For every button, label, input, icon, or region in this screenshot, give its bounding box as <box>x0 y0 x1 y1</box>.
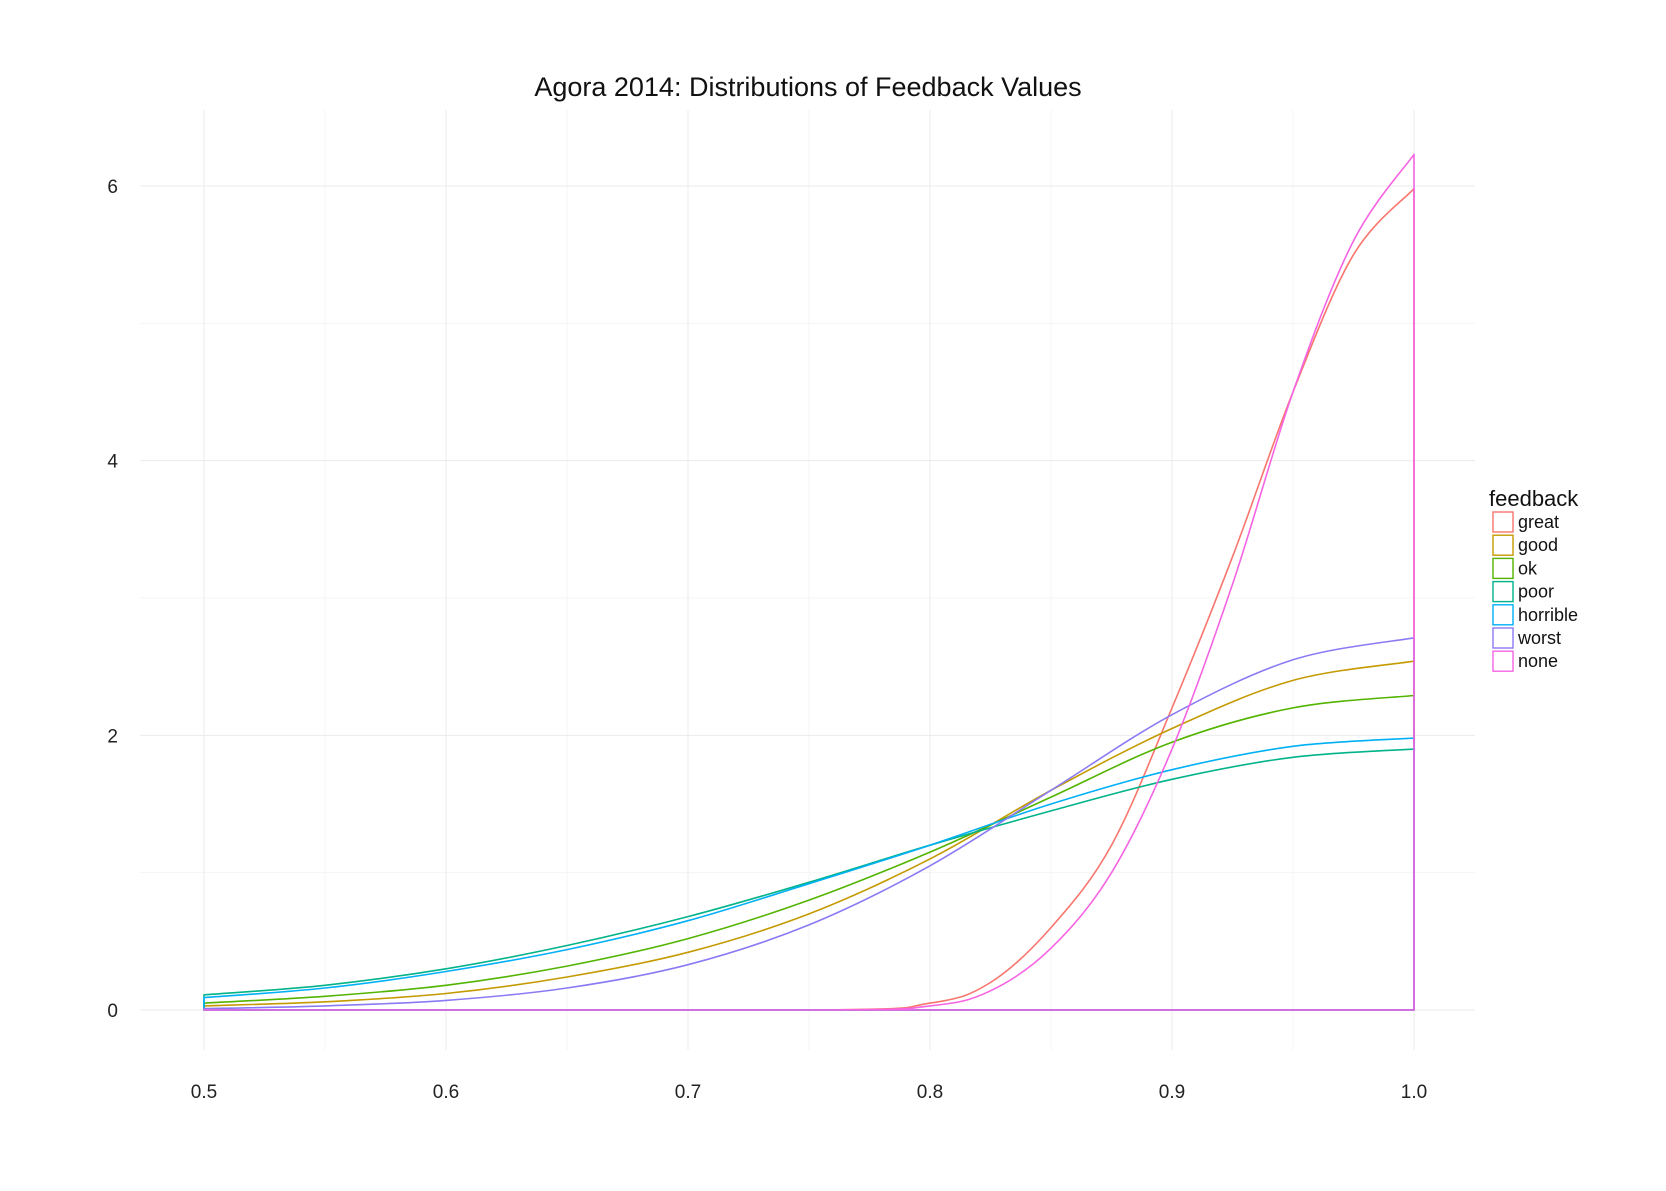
legend-key-none <box>1492 650 1514 672</box>
axes: 0.5 0.6 0.7 0.8 0.9 1.0 0 2 4 6 <box>107 177 1427 1103</box>
gridlines <box>140 110 1475 1050</box>
legend-title: feedback <box>1489 486 1579 511</box>
legend: feedback great good ok poor horrible worst non… <box>1489 486 1579 672</box>
legend-key-great <box>1492 511 1514 533</box>
legend-label-poor: poor <box>1518 582 1554 602</box>
legend-label-great: great <box>1518 512 1559 532</box>
legend-label-worst: worst <box>1517 628 1561 648</box>
density-curve-worst <box>203 637 1415 1011</box>
x-tick-label: 0.8 <box>917 1082 943 1103</box>
legend-key-ok <box>1492 557 1514 580</box>
legend-label-good: good <box>1518 535 1558 555</box>
density-curve-poor <box>203 748 1415 1011</box>
y-tick-label: 6 <box>107 177 118 198</box>
legend-key-good <box>1492 534 1514 556</box>
legend-label-horrible: horrible <box>1518 605 1578 625</box>
y-tick-label: 2 <box>107 726 118 747</box>
legend-label-ok: ok <box>1518 558 1538 578</box>
legend-key-horrible <box>1492 604 1514 626</box>
density-curves <box>203 153 1415 1011</box>
x-tick-label: 0.9 <box>1159 1082 1185 1103</box>
y-tick-label: 0 <box>107 1001 118 1022</box>
x-tick-label: 0.7 <box>675 1082 701 1103</box>
x-tick-label: 0.6 <box>433 1082 459 1103</box>
y-tick-label: 4 <box>107 452 118 473</box>
density-curve-none <box>203 153 1415 1011</box>
density-curve-ok <box>203 694 1415 1011</box>
legend-label-none: none <box>1518 651 1558 671</box>
x-tick-label: 0.5 <box>191 1082 217 1103</box>
legend-key-poor <box>1492 580 1514 603</box>
x-tick-label: 1.0 <box>1401 1082 1427 1103</box>
density-curve-good <box>203 660 1415 1011</box>
legend-key-worst <box>1492 627 1514 649</box>
density-curve-horrible <box>203 737 1415 1011</box>
chart-title: Agora 2014: Distributions of Feedback Va… <box>534 72 1081 102</box>
